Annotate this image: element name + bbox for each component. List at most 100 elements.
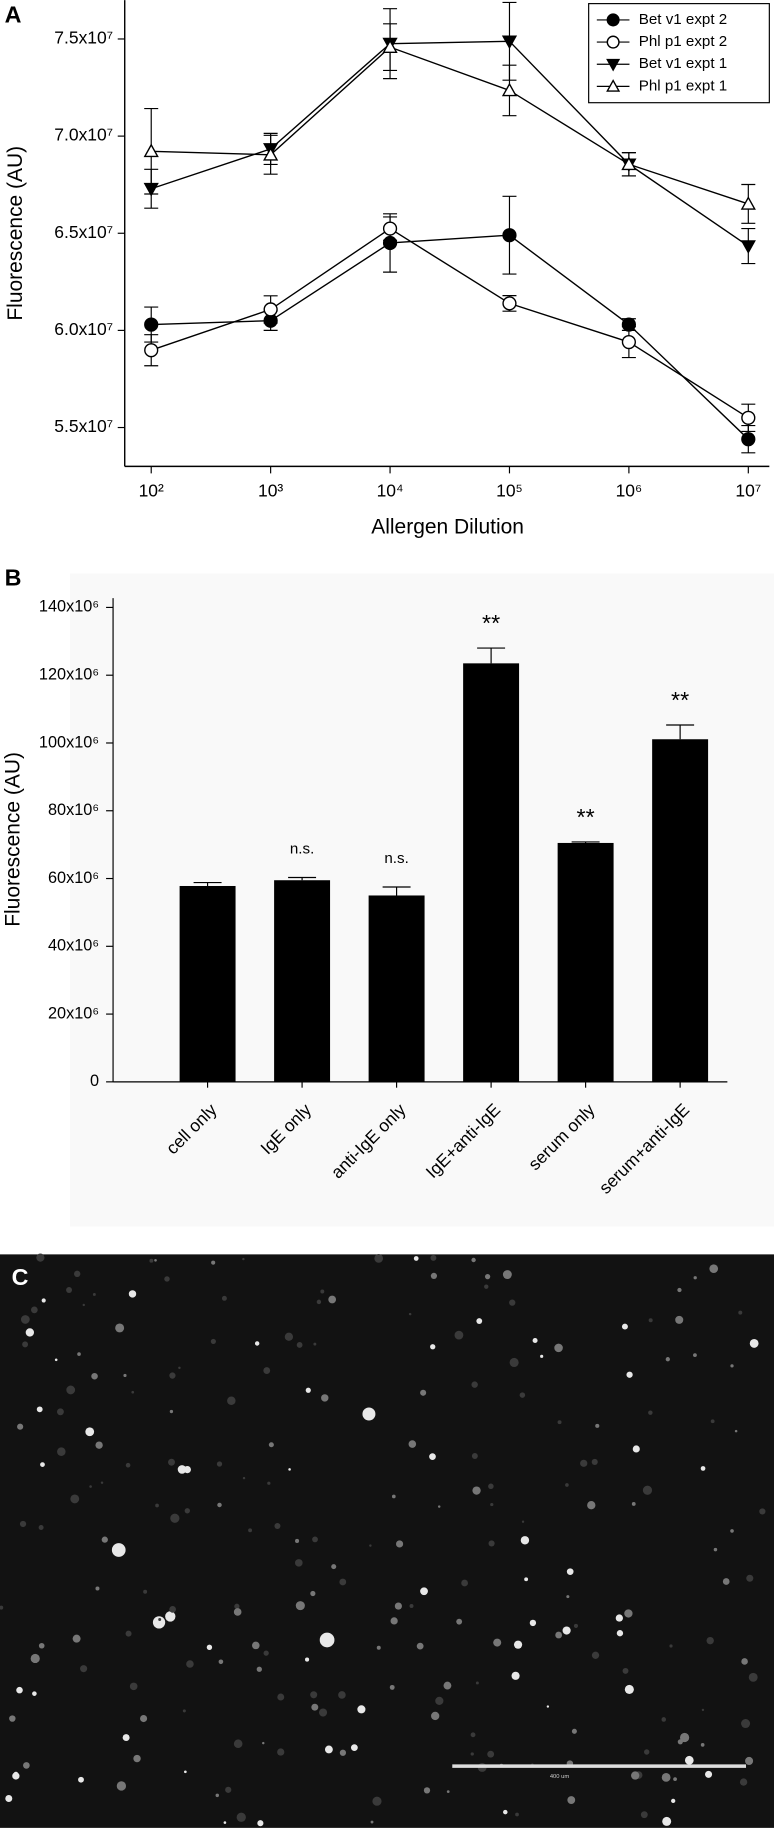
cell bbox=[295, 1559, 303, 1567]
cell bbox=[66, 1287, 73, 1293]
cell bbox=[730, 1529, 734, 1533]
marker bbox=[621, 156, 637, 171]
x-tick-label: 10³ bbox=[258, 481, 283, 501]
cell bbox=[248, 1528, 253, 1533]
cell bbox=[0, 1605, 4, 1610]
cell bbox=[82, 1303, 85, 1307]
cell bbox=[321, 1394, 329, 1402]
cell bbox=[288, 1468, 291, 1471]
cell bbox=[211, 1260, 216, 1265]
cell bbox=[566, 1568, 574, 1575]
marker bbox=[382, 39, 398, 53]
marker bbox=[741, 410, 756, 425]
cell bbox=[227, 1396, 236, 1406]
cell bbox=[184, 1508, 190, 1514]
cell bbox=[475, 1681, 479, 1685]
legend-label: Bet v1 expt 1 bbox=[639, 55, 727, 72]
cell bbox=[705, 1770, 713, 1778]
cell bbox=[673, 1777, 677, 1781]
cell bbox=[125, 1630, 132, 1637]
series-line bbox=[151, 46, 749, 205]
significance-label: ** bbox=[577, 804, 595, 830]
marker bbox=[606, 79, 621, 92]
cell bbox=[624, 1684, 634, 1694]
cell bbox=[5, 1795, 13, 1803]
significance-label: ** bbox=[482, 610, 500, 636]
marker bbox=[144, 343, 159, 358]
cell bbox=[20, 1315, 30, 1324]
x-tick-label: 10⁷ bbox=[735, 481, 761, 501]
cell bbox=[587, 1501, 596, 1510]
cell bbox=[310, 1590, 316, 1597]
cell bbox=[408, 1440, 417, 1448]
cell bbox=[746, 1574, 754, 1582]
cell bbox=[234, 1603, 240, 1609]
cell bbox=[54, 1358, 58, 1362]
cell bbox=[679, 1732, 690, 1743]
cell bbox=[471, 1381, 478, 1388]
cell bbox=[431, 1711, 440, 1721]
cell bbox=[362, 1407, 376, 1421]
cell bbox=[408, 1312, 412, 1316]
cell bbox=[274, 1522, 281, 1530]
x-tick-label: 10⁶ bbox=[616, 481, 643, 501]
cell bbox=[642, 1485, 653, 1495]
cell bbox=[529, 1619, 537, 1627]
cell bbox=[476, 1318, 483, 1324]
significance-label: n.s. bbox=[290, 841, 314, 858]
cell bbox=[129, 1682, 138, 1691]
series-line bbox=[151, 234, 749, 440]
cell bbox=[595, 1423, 600, 1428]
cell bbox=[72, 1634, 81, 1643]
cell bbox=[509, 1299, 516, 1306]
cell bbox=[389, 1684, 395, 1690]
cell bbox=[390, 1617, 398, 1625]
cell bbox=[446, 1790, 450, 1793]
legend-label: Phl p1 expt 1 bbox=[639, 77, 727, 94]
cell bbox=[420, 1587, 428, 1596]
cell bbox=[413, 1256, 419, 1261]
cell bbox=[456, 1618, 463, 1625]
y-tick-label: 5.5x10⁷ bbox=[54, 416, 113, 436]
cell bbox=[675, 1315, 684, 1324]
cell bbox=[257, 1820, 264, 1827]
cell bbox=[38, 1642, 45, 1649]
cell bbox=[91, 1372, 98, 1380]
marker bbox=[501, 35, 518, 50]
error-bar bbox=[193, 882, 222, 886]
cell bbox=[741, 1719, 751, 1729]
y-tick-label: 20x10⁶ bbox=[48, 1004, 99, 1022]
cell bbox=[615, 1614, 623, 1622]
y-tick-label: 7.5x10⁷ bbox=[54, 28, 113, 48]
cell bbox=[339, 1578, 347, 1586]
error-bar bbox=[382, 886, 411, 896]
cell bbox=[252, 1641, 260, 1650]
cell bbox=[19, 1520, 27, 1528]
cell bbox=[169, 1372, 176, 1379]
cell bbox=[277, 1748, 285, 1756]
marker bbox=[606, 35, 620, 49]
cell bbox=[149, 1258, 154, 1263]
cell bbox=[256, 1666, 262, 1672]
cell bbox=[490, 1502, 494, 1507]
cell bbox=[133, 1754, 141, 1763]
cell bbox=[488, 1483, 494, 1490]
cell bbox=[331, 1564, 337, 1570]
y-tick-label: 140x10⁶ bbox=[39, 598, 99, 616]
cell bbox=[484, 1284, 489, 1289]
cell bbox=[36, 1253, 45, 1262]
cell bbox=[158, 1617, 162, 1621]
error-bar bbox=[288, 876, 317, 881]
cell bbox=[509, 1357, 519, 1368]
cell bbox=[369, 1544, 372, 1547]
cell bbox=[566, 1595, 570, 1599]
cell bbox=[520, 1536, 530, 1545]
cell bbox=[296, 1342, 303, 1348]
cell bbox=[242, 1257, 245, 1261]
cell bbox=[573, 1623, 579, 1628]
cell bbox=[78, 1776, 84, 1783]
cell bbox=[268, 1442, 274, 1448]
cell bbox=[554, 1343, 563, 1353]
